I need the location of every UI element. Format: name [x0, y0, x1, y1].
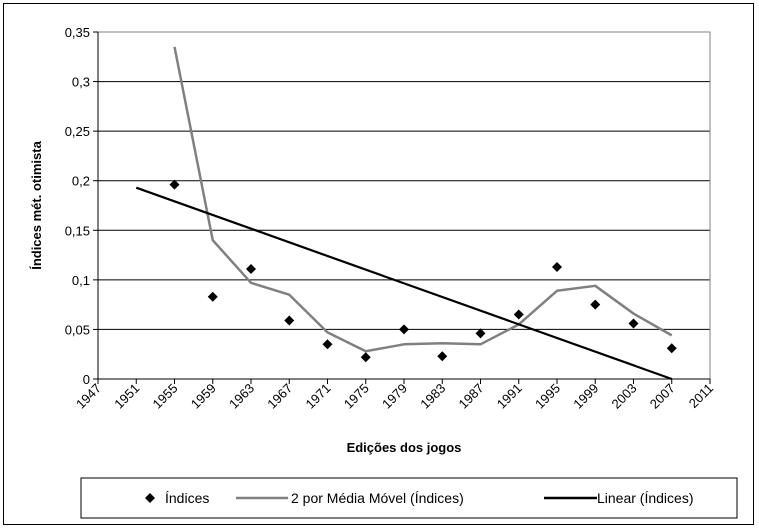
- x-tick-label: 1971: [303, 381, 334, 412]
- data-point: [514, 310, 524, 320]
- x-tick-label: 1979: [379, 381, 410, 412]
- x-tick-label: 1987: [456, 381, 487, 412]
- data-point: [399, 324, 409, 334]
- y-tick-label: 0,15: [65, 223, 90, 238]
- x-tick-label: 2003: [609, 381, 640, 412]
- y-tick-label: 0,05: [65, 322, 90, 337]
- x-tick-label: 1955: [150, 381, 181, 412]
- data-point: [246, 264, 256, 274]
- legend-label: 2 por Média Móvel (Índices): [291, 490, 464, 506]
- x-tick-label: 1959: [188, 381, 219, 412]
- y-tick-labels: 00,050,10,150,20,250,30,35: [65, 25, 90, 387]
- x-tick-label: 1995: [532, 381, 563, 412]
- y-tick-label: 0,3: [72, 75, 90, 90]
- x-tick-label: 1947: [73, 381, 104, 412]
- x-axis-title: Edições dos jogos: [347, 440, 462, 455]
- x-tick-label: 1951: [111, 381, 142, 412]
- data-point: [437, 351, 447, 361]
- data-point: [361, 352, 371, 362]
- grid: [98, 32, 710, 329]
- x-tick-label: 1983: [417, 381, 448, 412]
- chart-frame: 0 0,05 0,1 0,15 0,2 0,25 0,3 0,35 1947 1951 1955 1…: [3, 3, 754, 525]
- y-axis-title: Índices mét. otimista: [29, 140, 44, 269]
- y-tick-label: 0,25: [65, 124, 90, 139]
- data-point: [552, 262, 562, 272]
- x-tick-label: 2007: [647, 381, 678, 412]
- data-point: [323, 339, 333, 349]
- legend: Índices 2 por Média Móvel (Índices) Linear…: [81, 478, 737, 518]
- y-tick-label: 0,1: [72, 273, 90, 288]
- legend-label: Linear (Índices): [597, 490, 694, 506]
- data-point: [667, 343, 677, 353]
- x-tick-label: 1999: [570, 381, 601, 412]
- chart: 00,050,10,150,20,250,30,35 1947 1951 1955 1…: [4, 4, 755, 526]
- legend-label: Índices: [165, 490, 209, 506]
- y-tick-label: 0,35: [65, 25, 90, 40]
- x-tick-labels: 1947 1951 1955 1959 1963 1967 1971 1975 1979 1983…: [73, 381, 716, 412]
- data-point: [208, 292, 218, 302]
- data-point: [284, 316, 294, 326]
- data-point: [590, 300, 600, 310]
- x-tick-label: 1991: [494, 381, 525, 412]
- trendline: [136, 188, 672, 379]
- x-tick-label: 1967: [264, 381, 295, 412]
- data-point: [629, 318, 639, 328]
- y-tick-label: 0,2: [72, 174, 90, 189]
- x-tick-label: 1975: [341, 381, 372, 412]
- x-tick-label: 2011: [686, 381, 716, 411]
- x-tick-label: 1963: [226, 381, 257, 412]
